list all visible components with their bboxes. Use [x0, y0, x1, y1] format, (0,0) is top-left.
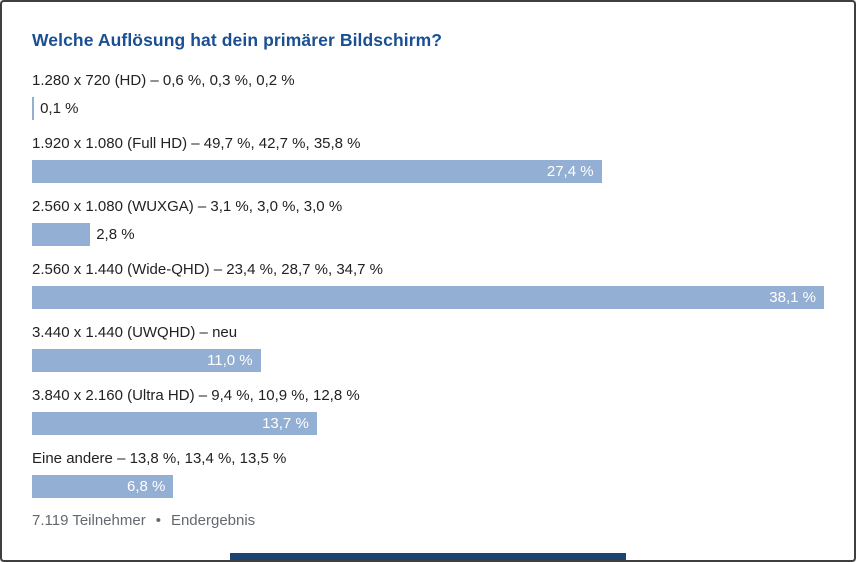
poll-option-row: 1.280 x 720 (HD) – 0,6 %, 0,3 %, 0,2 % 0… — [32, 71, 824, 120]
option-value: 38,1 % — [769, 289, 816, 306]
poll-option-row: Eine andere – 13,8 %, 13,4 %, 13,5 % 6,8… — [32, 449, 824, 498]
option-label: 2.560 x 1.080 (WUXGA) – 3,1 %, 3,0 %, 3,… — [32, 198, 343, 215]
option-bar-track: 27,4 % — [32, 160, 824, 183]
option-bar — [32, 223, 91, 246]
option-bar: 11,0 % — [32, 349, 261, 372]
poll-rows: 1.280 x 720 (HD) – 0,6 %, 0,3 %, 0,2 % 0… — [32, 71, 824, 498]
option-bar: 6,8 % — [32, 475, 174, 498]
poll-question: Welche Auflösung hat dein primärer Bilds… — [32, 30, 443, 50]
option-bar-track: 38,1 % — [32, 286, 824, 309]
option-label: 3.840 x 2.160 (Ultra HD) – 9,4 %, 10,9 %… — [32, 387, 360, 404]
poll-option-row: 2.560 x 1.440 (Wide-QHD) – 23,4 %, 28,7 … — [32, 260, 824, 309]
footer-separator-dot: • — [155, 512, 161, 529]
poll-option-row: 1.920 x 1.080 (Full HD) – 49,7 %, 42,7 %… — [32, 134, 824, 183]
option-label: 3.440 x 1.440 (UWQHD) – neu — [32, 324, 238, 341]
option-bar-track: 11,0 % — [32, 349, 824, 372]
poll-option-row: 3.440 x 1.440 (UWQHD) – neu 11,0 % — [32, 323, 824, 372]
option-bar — [32, 97, 35, 120]
option-value: 2,8 % — [96, 226, 135, 243]
option-value: 0,1 % — [40, 100, 79, 117]
option-label: Eine andere – 13,8 %, 13,4 %, 13,5 % — [32, 450, 287, 467]
option-bar: 38,1 % — [32, 286, 824, 309]
option-bar-track: 0,1 % — [32, 97, 824, 120]
poll-option-row: 3.840 x 2.160 (Ultra HD) – 9,4 %, 10,9 %… — [32, 386, 824, 435]
option-value: 13,7 % — [262, 415, 309, 432]
option-bar-track: 13,7 % — [32, 412, 824, 435]
poll-footer: 7.119 Teilnehmer • Endergebnis — [32, 512, 824, 529]
option-value: 6,8 % — [126, 478, 166, 495]
bottom-accent-bar — [230, 553, 626, 560]
option-label: 2.560 x 1.440 (Wide-QHD) – 23,4 %, 28,7 … — [32, 261, 384, 278]
option-label: 1.280 x 720 (HD) – 0,6 %, 0,3 %, 0,2 % — [32, 72, 295, 89]
participants-count: 7.119 Teilnehmer — [32, 512, 146, 529]
option-label: 1.920 x 1.080 (Full HD) – 49,7 %, 42,7 %… — [32, 135, 361, 152]
option-bar: 27,4 % — [32, 160, 602, 183]
option-bar-track: 2,8 % — [32, 223, 824, 246]
option-value: 11,0 % — [207, 352, 253, 369]
poll-option-row: 2.560 x 1.080 (WUXGA) – 3,1 %, 3,0 %, 3,… — [32, 197, 824, 246]
option-value: 27,4 % — [546, 163, 594, 180]
option-bar-track: 6,8 % — [32, 475, 824, 498]
result-status: Endergebnis — [170, 512, 256, 529]
option-bar: 13,7 % — [32, 412, 317, 435]
